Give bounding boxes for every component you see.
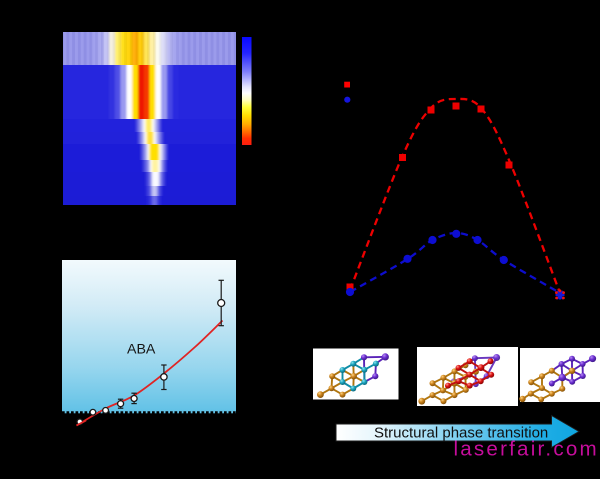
svg-text:ABA: ABA — [127, 342, 156, 358]
svg-text:Structural phase transition: Structural phase transition — [374, 424, 548, 441]
svg-text:laserfair.com: laserfair.com — [454, 438, 599, 461]
